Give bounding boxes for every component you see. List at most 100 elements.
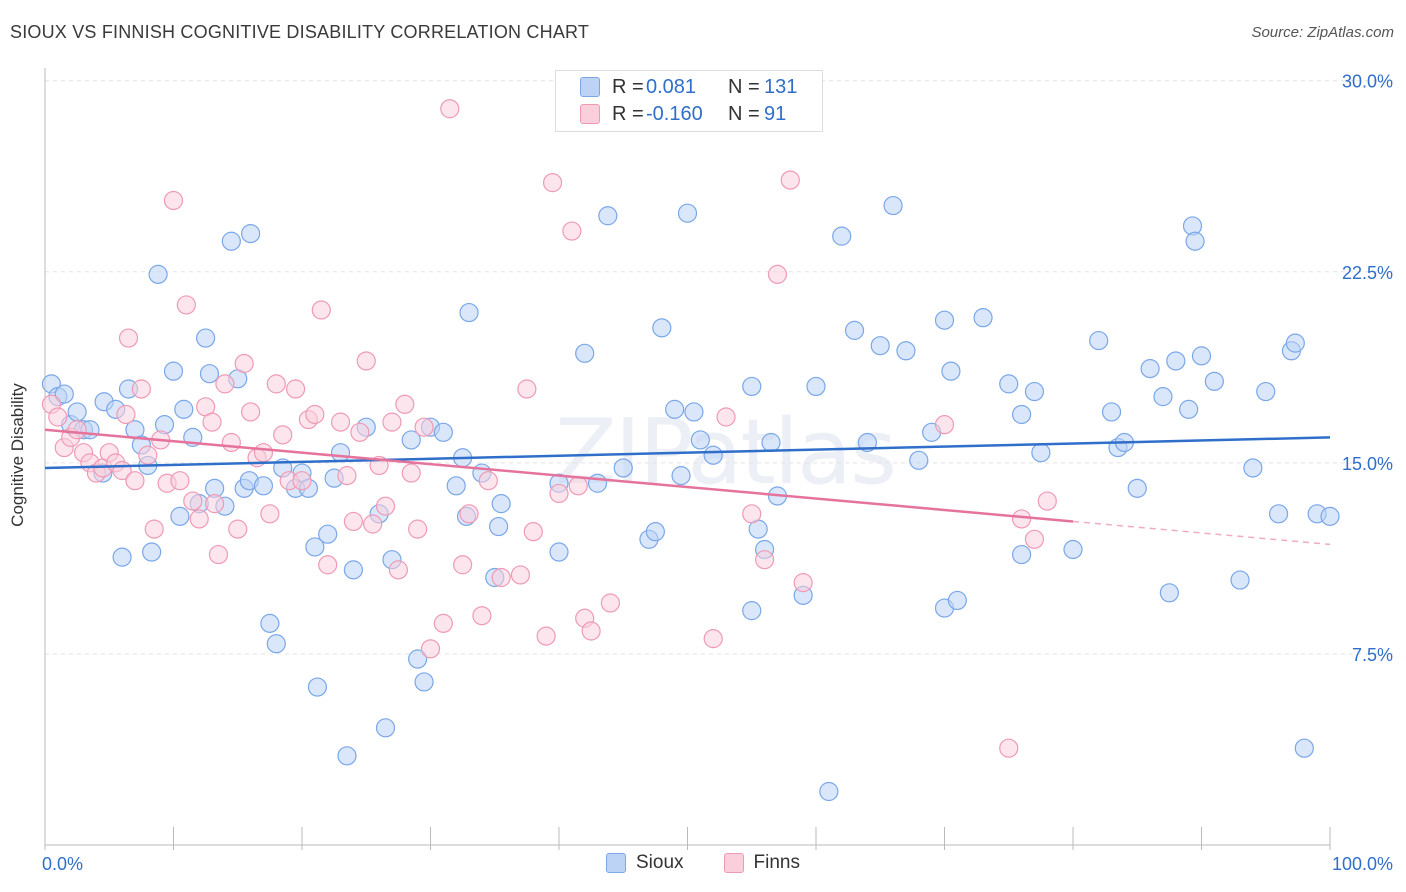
sioux-point bbox=[1089, 330, 1109, 351]
finns-point bbox=[703, 629, 723, 649]
finns-point bbox=[221, 432, 241, 453]
sioux-point bbox=[337, 746, 357, 766]
finns-point bbox=[1011, 509, 1032, 529]
y-tick-label: 15.0% bbox=[1342, 454, 1393, 474]
sioux-point bbox=[684, 402, 704, 422]
finns-point bbox=[1037, 491, 1057, 511]
finns-point bbox=[285, 379, 306, 399]
finns-point bbox=[478, 471, 498, 491]
sioux-point bbox=[1191, 346, 1212, 366]
sioux-point bbox=[1320, 506, 1340, 526]
sioux-point bbox=[652, 318, 672, 338]
sioux-point bbox=[883, 195, 903, 216]
sioux-point bbox=[1011, 544, 1032, 565]
sioux-swatch bbox=[606, 853, 626, 873]
finns-point bbox=[581, 621, 601, 641]
sioux-point bbox=[761, 432, 781, 453]
sioux-point bbox=[1063, 539, 1083, 560]
sioux-point bbox=[645, 522, 665, 542]
sioux-trend-line bbox=[44, 436, 1331, 470]
finns-point bbox=[67, 420, 87, 440]
r-value: -0.160 bbox=[646, 102, 703, 125]
sioux-point bbox=[690, 430, 710, 450]
finns-point bbox=[189, 509, 209, 529]
finns-point bbox=[517, 379, 537, 399]
finns-point bbox=[999, 738, 1019, 758]
stats-box: R = 0.081 N = 131 R = -0.160 N = 91 bbox=[555, 70, 823, 132]
finns-point bbox=[1024, 529, 1045, 549]
sioux-point bbox=[844, 320, 865, 340]
finns-point bbox=[395, 394, 415, 414]
finns-point bbox=[382, 412, 402, 432]
finns-point bbox=[780, 170, 800, 190]
source-label[interactable]: Source: ZipAtlas.com bbox=[1251, 24, 1394, 41]
stats-row-finns: R = -0.160 N = 91 bbox=[580, 101, 786, 127]
finns-point bbox=[318, 555, 338, 575]
finns-point bbox=[176, 295, 196, 315]
sioux-point bbox=[163, 361, 184, 381]
sioux-point bbox=[1285, 333, 1305, 353]
sioux-point bbox=[408, 649, 428, 669]
finns-point bbox=[523, 522, 543, 542]
finns-point bbox=[138, 445, 158, 465]
finns-point bbox=[273, 425, 293, 445]
n-value: 131 bbox=[764, 75, 798, 98]
sioux-point bbox=[241, 223, 261, 244]
sioux-point bbox=[1101, 402, 1122, 422]
y-axis-label: Cognitive Disability bbox=[8, 383, 27, 527]
sioux-point bbox=[491, 494, 511, 514]
sioux-point bbox=[330, 443, 351, 463]
sioux-point bbox=[221, 231, 241, 251]
finns-point bbox=[491, 567, 511, 588]
sioux-point bbox=[260, 613, 280, 633]
legend-item-sioux[interactable]: Sioux bbox=[606, 852, 684, 874]
sioux-point bbox=[112, 547, 132, 567]
x-tick-label: 0.0% bbox=[42, 854, 83, 874]
sioux-point bbox=[307, 677, 328, 697]
legend-item-finns[interactable]: Finns bbox=[723, 852, 800, 874]
sioux-point bbox=[703, 445, 723, 465]
sioux-point bbox=[742, 601, 762, 621]
sioux-point bbox=[489, 516, 509, 537]
sioux-point bbox=[613, 458, 633, 478]
sioux-point bbox=[870, 336, 890, 356]
finns-point bbox=[125, 471, 145, 491]
finns-point bbox=[363, 514, 383, 534]
finns-point bbox=[266, 374, 286, 394]
y-tick-label: 22.5% bbox=[1342, 263, 1393, 283]
sioux-point bbox=[1230, 570, 1250, 590]
sioux-point bbox=[1185, 231, 1205, 251]
finns-point bbox=[144, 519, 164, 539]
sioux-point bbox=[909, 450, 929, 470]
r-value: 0.081 bbox=[646, 75, 697, 98]
chart-title: SIOUX VS FINNISH COGNITIVE DISABILITY CO… bbox=[10, 22, 590, 42]
finns-point bbox=[414, 417, 434, 437]
finns-point bbox=[562, 221, 582, 241]
x-tick-label: 100.0% bbox=[1332, 854, 1393, 874]
finns-point bbox=[401, 463, 421, 483]
finns-point bbox=[934, 415, 955, 435]
sioux-point bbox=[1140, 359, 1160, 379]
sioux-point bbox=[575, 343, 595, 363]
sioux-point bbox=[549, 542, 569, 562]
sioux-point bbox=[677, 203, 698, 223]
finns-point bbox=[337, 466, 357, 486]
finns-point bbox=[388, 560, 408, 580]
sioux-point bbox=[598, 206, 618, 226]
sioux-point bbox=[742, 376, 762, 397]
sioux-point bbox=[1011, 404, 1032, 425]
sioux-point bbox=[1204, 371, 1224, 391]
sioux-point bbox=[343, 560, 363, 580]
sioux-point bbox=[148, 264, 168, 284]
sioux-point bbox=[947, 590, 967, 611]
sioux-swatch bbox=[580, 77, 600, 97]
legend-label: Finns bbox=[753, 852, 800, 873]
sioux-point bbox=[1159, 583, 1179, 603]
sioux-point bbox=[806, 376, 826, 397]
finns-point bbox=[600, 593, 621, 613]
sioux-point bbox=[1166, 351, 1186, 371]
legend-label: Sioux bbox=[636, 852, 684, 873]
sioux-point bbox=[266, 634, 286, 654]
r-label: R = bbox=[612, 75, 644, 98]
sioux-point bbox=[318, 524, 338, 544]
